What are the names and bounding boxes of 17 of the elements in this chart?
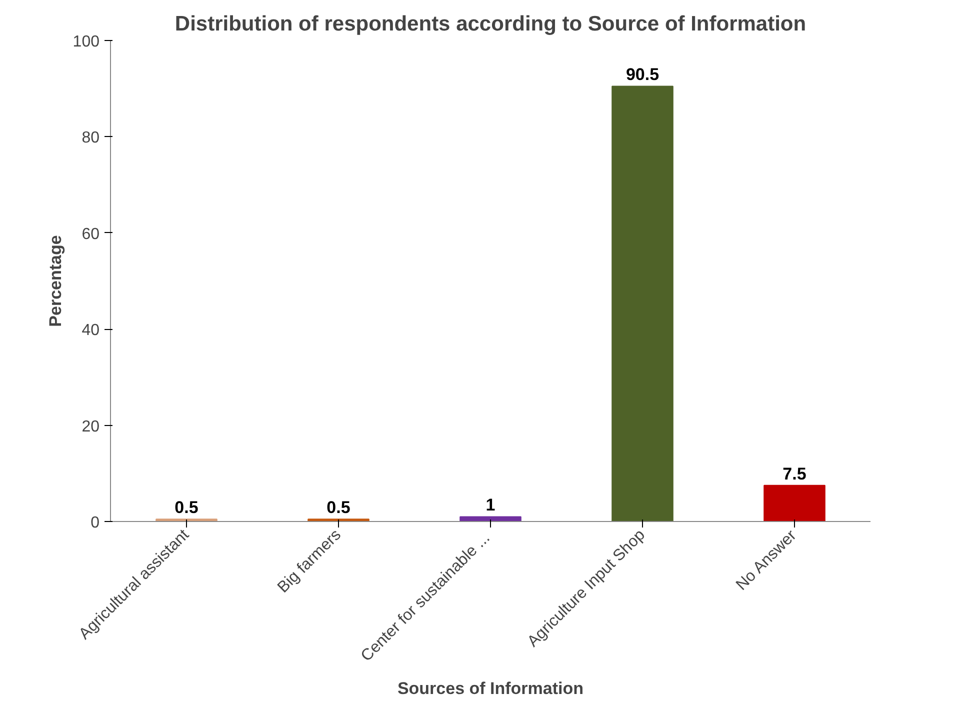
chart-title: Distribution of respondents according to Source of Information	[174, 12, 806, 36]
data-label: 1	[486, 496, 496, 515]
y-tick-label: 60	[82, 226, 100, 243]
y-tick-label: 80	[82, 130, 100, 147]
bar	[612, 86, 674, 522]
y-tick-label: 0	[90, 514, 100, 532]
y-tick-label: 20	[82, 418, 100, 436]
bar	[460, 516, 522, 522]
y-tick-label: 40	[82, 322, 100, 340]
y-axis-title: Percentage	[46, 235, 65, 327]
data-label: 90.5	[626, 65, 660, 84]
data-label: 0.5	[326, 498, 350, 518]
data-label: 7.5	[782, 464, 806, 484]
bar	[764, 484, 826, 522]
data-label: 0.5	[174, 498, 198, 518]
x-axis-title: Sources of Information	[397, 678, 584, 698]
y-tick-label: 100	[72, 34, 100, 50]
